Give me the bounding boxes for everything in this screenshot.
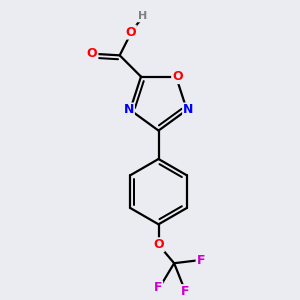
Text: O: O <box>87 47 98 60</box>
Text: F: F <box>154 281 162 294</box>
Text: H: H <box>138 11 147 21</box>
Text: O: O <box>172 70 183 83</box>
Text: F: F <box>181 285 190 298</box>
Text: O: O <box>125 26 136 38</box>
Text: N: N <box>124 103 134 116</box>
Text: O: O <box>153 238 164 251</box>
Text: F: F <box>196 254 205 267</box>
Text: N: N <box>183 103 194 116</box>
